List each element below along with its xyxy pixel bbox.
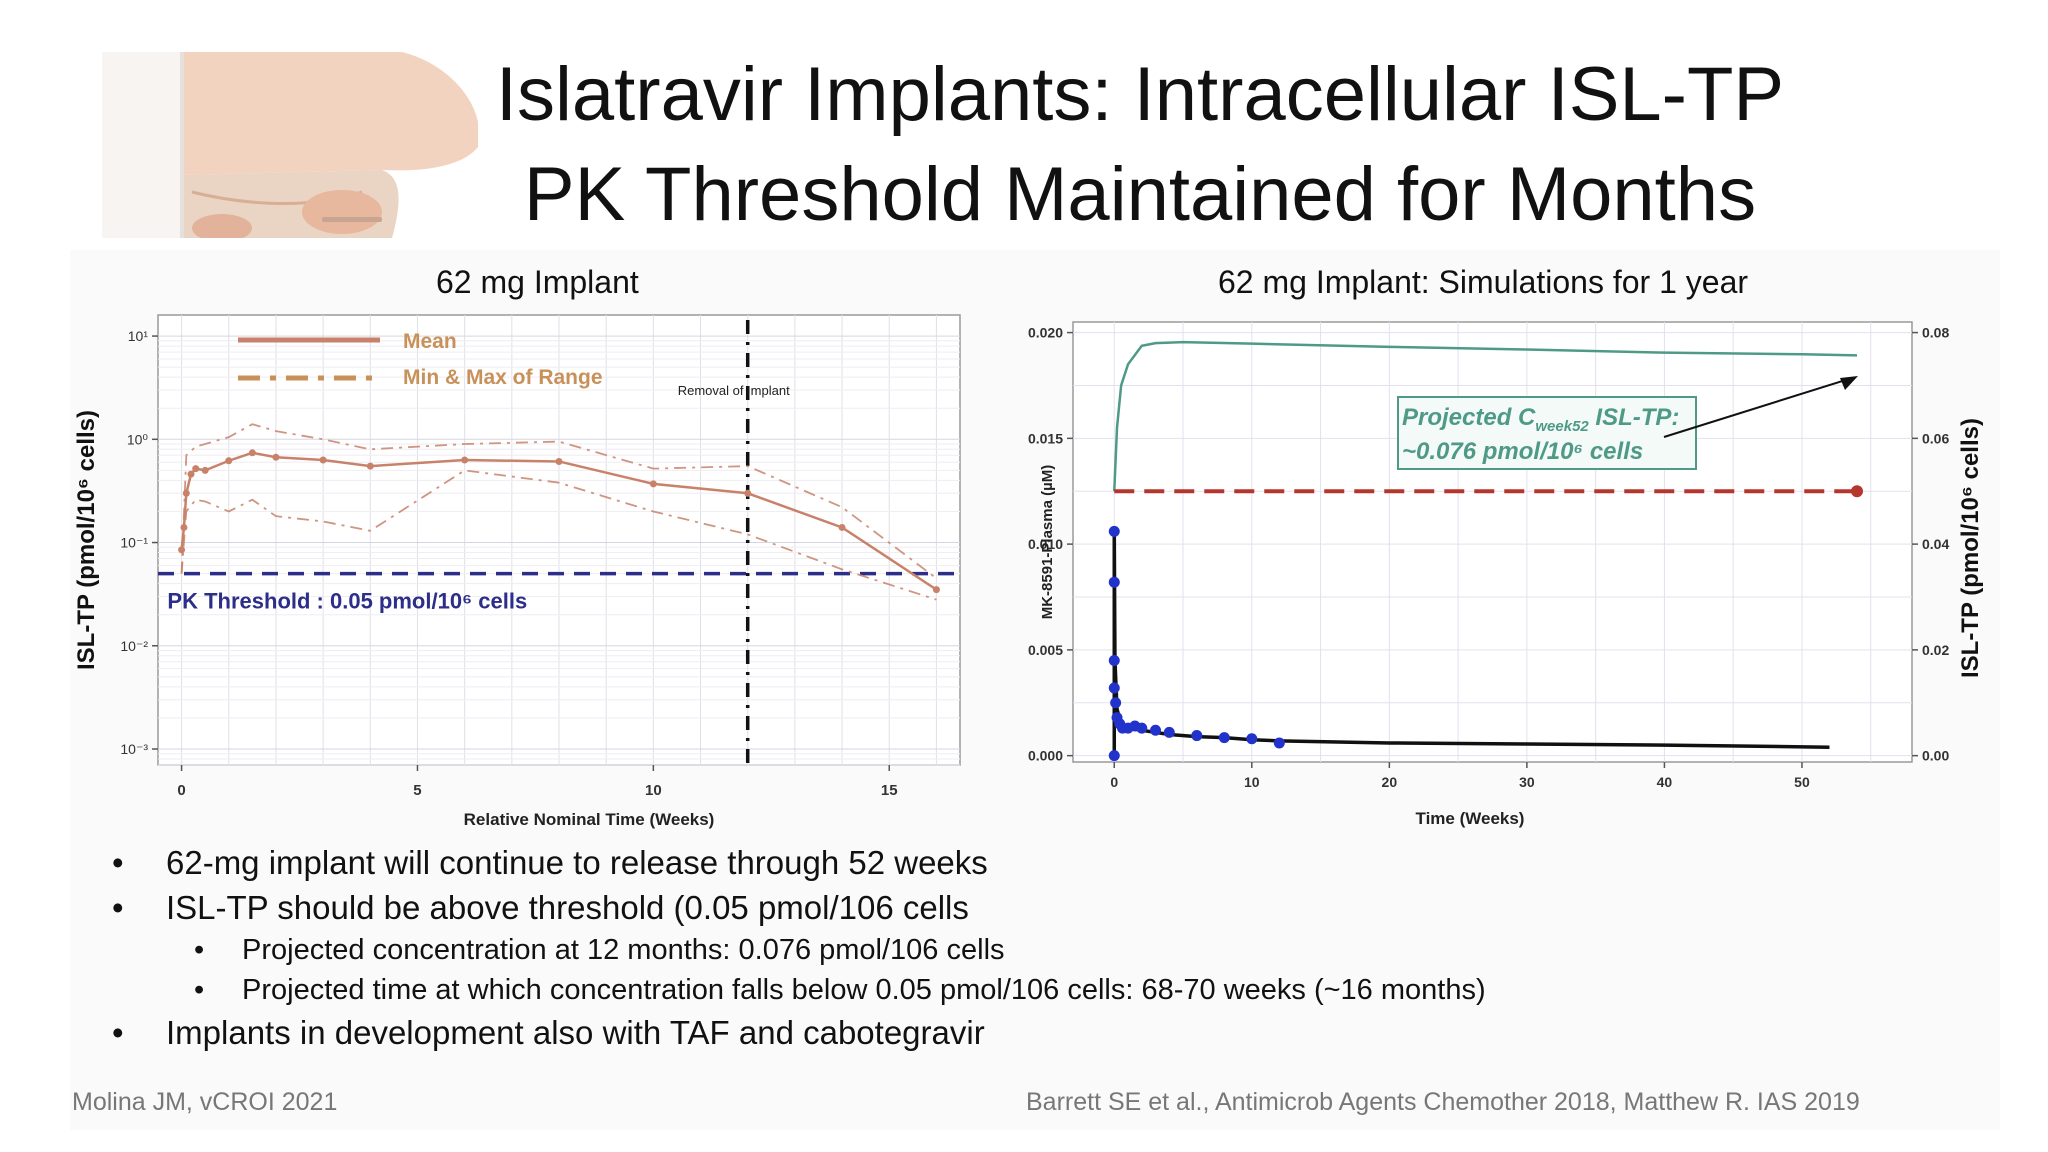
projection-annotation-line1: Projected Cweek52 ISL-TP: — [1402, 404, 1679, 435]
x-tick-label: 0 — [177, 782, 185, 799]
data-point-plasma — [1108, 750, 1120, 762]
data-point-plasma — [1108, 654, 1120, 666]
x-tick-label: 15 — [881, 782, 898, 799]
data-point-mean — [182, 489, 190, 497]
x-tick-label: 40 — [1657, 774, 1673, 790]
threshold-label: PK Threshold : 0.05 pmol/10⁶ cells — [167, 589, 527, 614]
sub-bullet-item: • Projected concentration at 12 months: 0… — [112, 930, 1712, 970]
bullet-item: • Implants in development also with TAF a… — [112, 1010, 1712, 1055]
citation-left: Molina JM, vCROI 2021 — [72, 1088, 338, 1116]
data-point-plasma — [1273, 737, 1285, 749]
data-point-plasma — [1150, 724, 1162, 736]
sub-bullet-text: Projected concentration at 12 months: 0.… — [242, 934, 1005, 966]
y-tick-label: 0.010 — [1028, 536, 1063, 552]
left-chart-title: 62 mg Implant — [436, 264, 639, 300]
x-axis-label: Relative Nominal Time (Weeks) — [464, 810, 715, 829]
right-chart-title: 62 mg Implant: Simulations for 1 year — [1218, 264, 1749, 300]
threshold-end-point — [1850, 485, 1863, 498]
left-chart: 10¹ 10⁰ 10⁻¹ 10⁻² 10⁻³ 0 5 10 15 Relative Nominal… — [73, 314, 961, 829]
y-tick-label-right: 0.02 — [1922, 642, 1949, 658]
y-tick-label: 10⁻² — [120, 638, 148, 654]
y-tick-label-right: 0.06 — [1922, 430, 1949, 446]
data-point-mean — [178, 546, 186, 554]
bullet-item: • ISL-TP should be above threshold (0.05 … — [112, 885, 1712, 930]
data-point-mean — [248, 449, 256, 457]
bullet-text: ISL-TP should be above threshold (0.05 p… — [166, 889, 969, 926]
y-tick-label-right: 0.00 — [1922, 748, 1949, 764]
data-point-mean — [744, 489, 752, 497]
legend-label-mean: Mean — [403, 330, 457, 353]
x-tick-label: 0 — [1110, 774, 1118, 790]
y-tick-label: 0.020 — [1028, 325, 1063, 341]
bullet-list: • 62-mg implant will continue to release … — [112, 840, 1712, 1055]
data-point-plasma — [1246, 733, 1258, 745]
y-axis-label-right: ISL-TP (pmol/10⁶ cells) — [1957, 418, 1984, 678]
y-tick-label: 10¹ — [128, 328, 149, 344]
bullet-item: • 62-mg implant will continue to release … — [112, 840, 1712, 885]
projection-annotation-box — [1397, 396, 1697, 470]
y-tick-label-right: 0.04 — [1922, 536, 1949, 552]
x-tick-label: 30 — [1519, 774, 1535, 790]
plot-area — [1072, 321, 1913, 763]
data-point-plasma — [1218, 732, 1230, 744]
data-point-mean — [319, 456, 327, 464]
x-tick-label: 5 — [413, 782, 421, 799]
y-axis-label: ISL-TP (pmol/10⁶ cells) — [73, 410, 100, 670]
data-point-plasma — [1191, 730, 1203, 742]
sub-bullet-item: • Projected time at which concentration f… — [112, 970, 1712, 1010]
x-tick-label: 10 — [645, 782, 662, 799]
y-tick-label: 10⁻¹ — [120, 535, 148, 551]
data-point-mean — [201, 466, 209, 474]
annotation-arrow-head — [1840, 376, 1858, 390]
bullet-text: Implants in development also with TAF an… — [166, 1014, 985, 1051]
data-point-mean — [461, 456, 469, 464]
legend-label-range: Min & Max of Range — [403, 366, 603, 389]
series-line-isl-tp — [1113, 340, 1858, 492]
x-tick-label: 50 — [1794, 774, 1810, 790]
y-tick-label: 0.015 — [1028, 430, 1063, 446]
title-line-1: Islatravir Implants: Intracellular ISL-T… — [495, 52, 1785, 137]
y-tick-label-right: 0.08 — [1922, 325, 1949, 341]
data-point-plasma — [1163, 726, 1175, 738]
arm-implant-photo — [102, 52, 478, 238]
bullet-text: 62-mg implant will continue to release t… — [166, 844, 988, 881]
data-point-plasma — [1108, 682, 1120, 694]
x-axis-label: Time (Weeks) — [1416, 809, 1525, 828]
x-tick-label: 20 — [1382, 774, 1398, 790]
data-point-plasma — [1108, 525, 1120, 537]
y-axis-label-left: MK-8591-Plasma (µM) — [1039, 465, 1056, 620]
data-point-mean — [649, 480, 657, 488]
data-point-mean — [272, 453, 280, 461]
data-point-mean — [838, 523, 846, 531]
data-point-plasma — [1110, 697, 1122, 709]
projection-annotation-line2: ~0.076 pmol/10⁶ cells — [1402, 438, 1643, 465]
data-point-mean — [192, 465, 200, 473]
y-tick-label: 0.000 — [1028, 748, 1063, 764]
data-point-mean — [187, 470, 195, 478]
title-line-2: PK Threshold Maintained for Months — [523, 152, 1757, 237]
y-tick-label: 10⁻³ — [120, 741, 148, 757]
sub-bullet-text: Projected time at which concentration fa… — [242, 974, 1486, 1006]
right-chart: 0.000 0.005 0.010 0.015 0.020 0.00 0.02 0.04 0.0… — [1028, 321, 1984, 828]
annotation-arrow-line — [1663, 377, 1853, 438]
data-point-mean — [225, 457, 233, 465]
y-tick-label: 0.005 — [1028, 642, 1063, 658]
citation-right: Barrett SE et al., Antimicrob Agents Che… — [1026, 1088, 1860, 1116]
data-point-mean — [366, 462, 374, 470]
data-point-plasma — [1136, 722, 1148, 734]
data-point-mean — [555, 457, 563, 465]
removal-label: Removal of Implant — [678, 383, 790, 398]
data-point-mean — [932, 586, 940, 594]
y-tick-label: 10⁰ — [127, 431, 149, 447]
slide-title: Islatravir Implants: Intracellular ISL-T… — [460, 45, 1820, 245]
x-tick-label: 10 — [1244, 774, 1260, 790]
data-point-plasma — [1108, 576, 1120, 588]
